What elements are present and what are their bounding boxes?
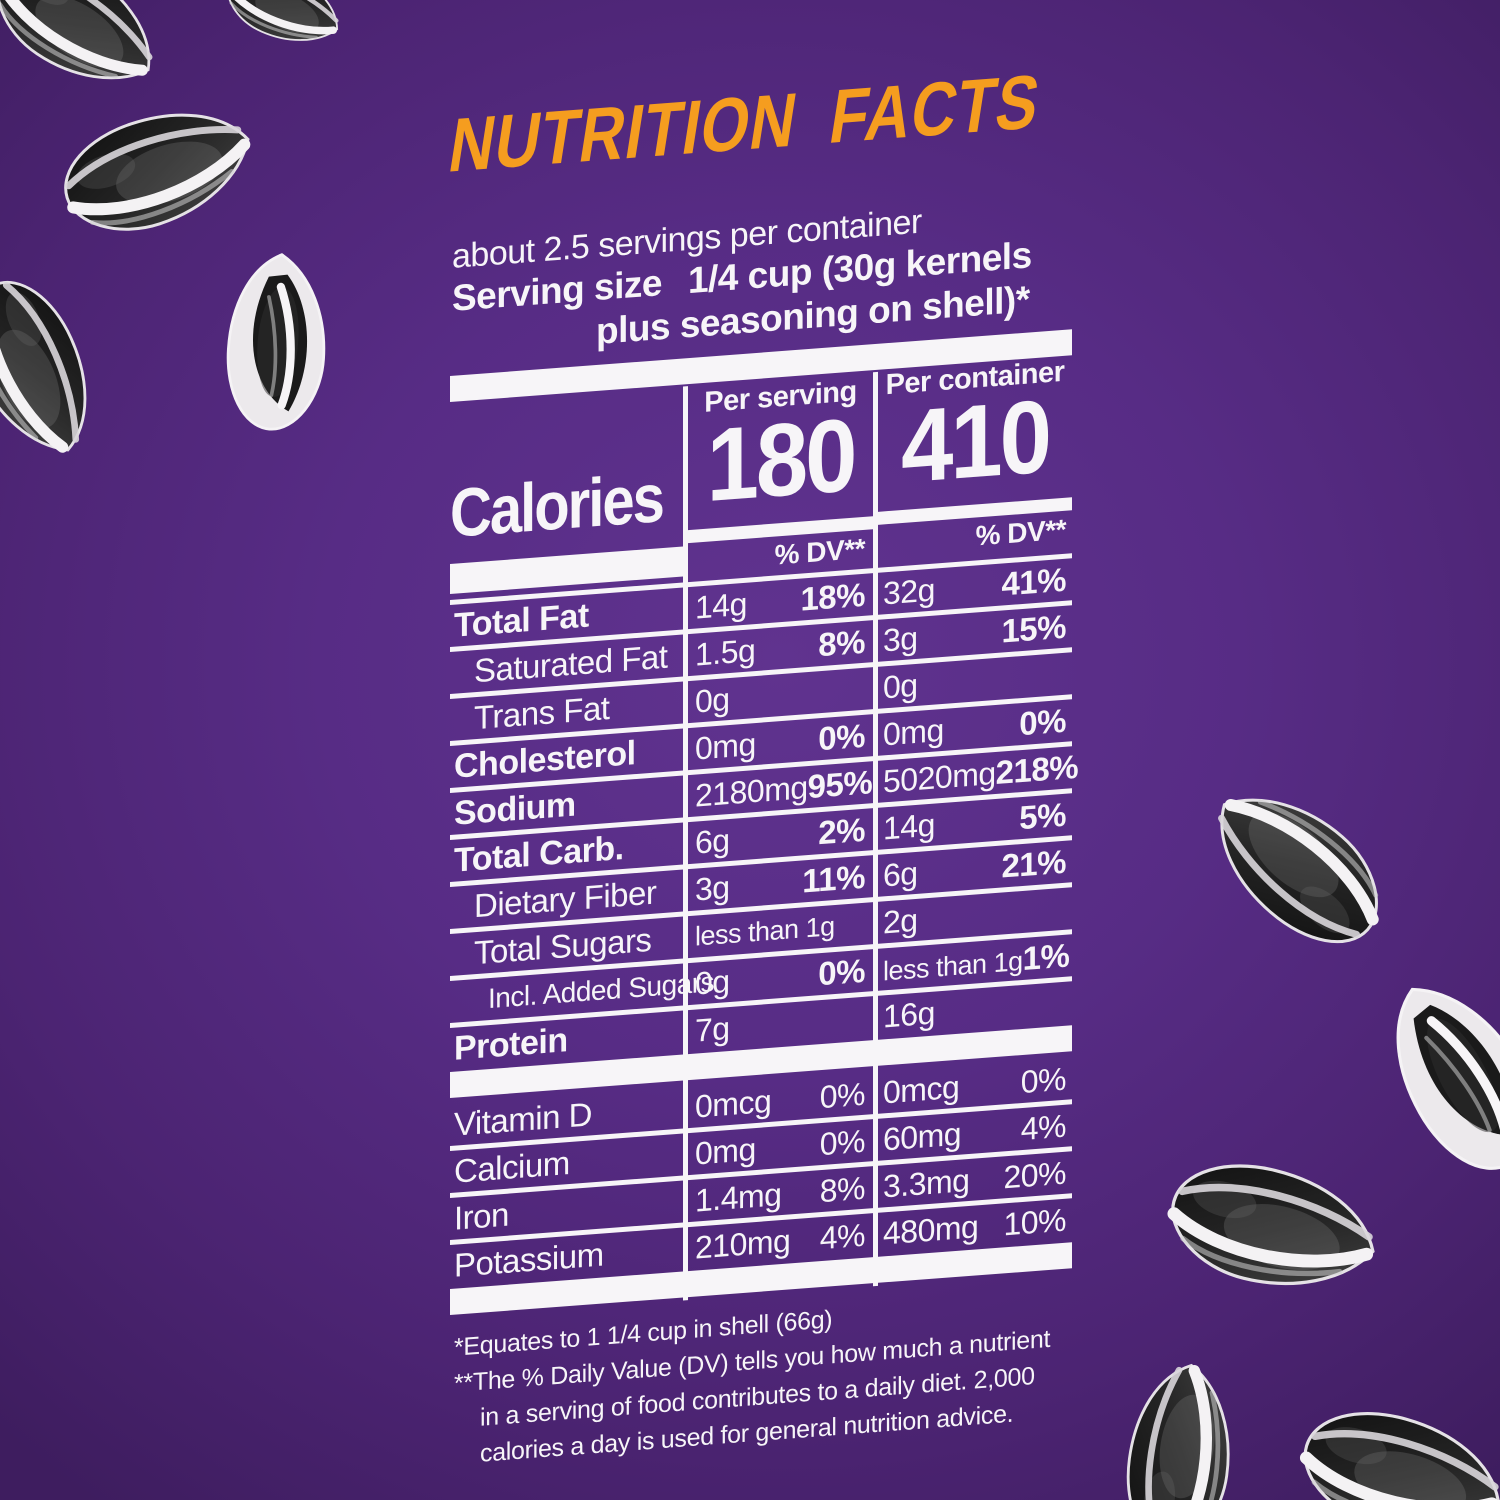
sunflower-seed-icon — [1283, 1383, 1500, 1500]
per-container-amount: 5020mg — [883, 754, 996, 800]
per-container-percent-dv: 41% — [1001, 560, 1066, 603]
per-serving-amount: 210mg — [695, 1221, 791, 1266]
per-serving-percent-dv: 4% — [819, 1216, 865, 1256]
sunflower-seed-icon — [45, 82, 272, 257]
per-container-percent-dv: 0% — [1019, 701, 1066, 743]
per-container-percent-dv: 5% — [1019, 795, 1066, 837]
per-serving-amount: 0g — [695, 962, 730, 1002]
sunflower-seed-icon — [1356, 953, 1500, 1199]
nutrient-rows: Total Fat 14g 18% 32g 41% Saturated Fat 1.5g 8%… — [450, 553, 1078, 1321]
per-serving-amount: 6g — [695, 821, 730, 861]
sunflower-seed-icon — [0, 0, 183, 121]
per-container-percent-dv: 1% — [1022, 936, 1070, 977]
nutrition-label: NUTRITION FACTS about 2.5 servings per c… — [443, 60, 1078, 1468]
per-container-amount: 480mg — [883, 1207, 979, 1251]
per-container-percent-dv: 21% — [1001, 842, 1066, 885]
per-serving-percent-dv: 0% — [819, 1122, 865, 1162]
per-container-percent-dv: 10% — [1003, 1201, 1066, 1242]
per-serving-amount: 0g — [695, 680, 730, 720]
sunflower-seed-icon — [0, 258, 120, 478]
per-serving-percent-dv: 0% — [818, 951, 865, 993]
per-container-percent-dv: 4% — [1020, 1107, 1066, 1147]
sunflower-seed-icon — [213, 245, 341, 438]
sunflower-seed-icon — [211, 0, 355, 66]
per-serving-amount: 1.5g — [695, 632, 756, 673]
per-serving-amount: 14g — [695, 585, 747, 626]
per-serving-percent-dv: 95% — [807, 763, 873, 806]
per-container-percent-dv: 218% — [995, 747, 1079, 791]
per-serving-amount: 1.4mg — [695, 1175, 782, 1219]
per-container-amount: 16g — [883, 994, 935, 1034]
per-container-amount: 2g — [883, 901, 918, 940]
sunflower-seed-icon — [1108, 1352, 1252, 1500]
calories-per-serving-value: 180 — [706, 396, 855, 524]
per-container-amount: 0mcg — [883, 1068, 960, 1110]
per-container-amount: 14g — [883, 806, 935, 847]
per-container-amount: 60mg — [883, 1115, 962, 1157]
per-serving-amount: 7g — [695, 1009, 730, 1049]
per-container-percent-dv: 0% — [1020, 1060, 1066, 1100]
nutrition-facts-title: NUTRITION FACTS — [443, 59, 1046, 189]
sunflower-seed-icon — [1152, 1136, 1395, 1319]
per-serving-percent-dv: 0% — [818, 716, 865, 758]
per-serving-amount: 2180mg — [695, 769, 808, 814]
per-container-percent-dv: 20% — [1003, 1154, 1066, 1195]
per-container-amount: 3.3mg — [883, 1161, 970, 1204]
per-serving-percent-dv: 0% — [819, 1075, 865, 1115]
calories-label: Calories — [450, 459, 663, 553]
per-container-amount: 32g — [883, 571, 935, 612]
per-container-amount: 0mg — [883, 711, 944, 753]
per-serving-percent-dv: 18% — [800, 575, 865, 618]
per-serving-amount: less than 1g — [695, 910, 835, 952]
per-container-amount: 0g — [883, 666, 918, 705]
per-container-amount: 6g — [883, 854, 918, 894]
per-serving-amount: 3g — [695, 868, 730, 908]
calories-per-container-value: 410 — [901, 377, 1049, 505]
per-container-percent-dv: 15% — [1001, 607, 1066, 650]
per-serving-percent-dv: 11% — [802, 857, 865, 900]
per-serving-amount: 0mcg — [695, 1082, 772, 1125]
per-container-amount: 3g — [883, 619, 918, 659]
per-serving-amount: 0mg — [695, 1130, 756, 1172]
per-serving-amount: 0mg — [695, 726, 756, 767]
sunflower-seed-icon — [1182, 754, 1412, 978]
per-serving-percent-dv: 8% — [819, 1169, 865, 1209]
per-serving-percent-dv: 8% — [818, 622, 865, 664]
per-serving-percent-dv: 2% — [818, 810, 865, 852]
